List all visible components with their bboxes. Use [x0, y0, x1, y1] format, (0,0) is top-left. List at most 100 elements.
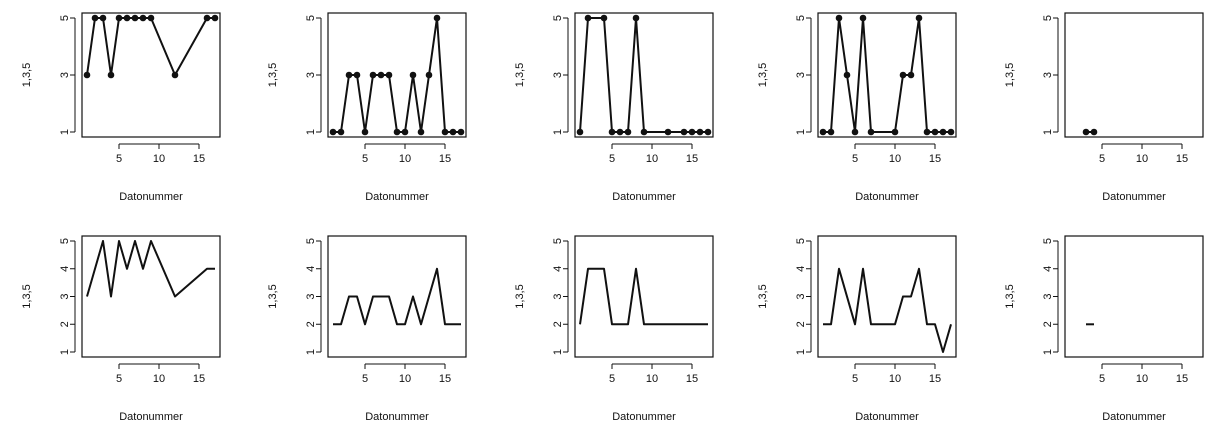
y-axis-label: 1,3,5 [514, 284, 526, 308]
x-tick-label: 5 [362, 373, 368, 385]
panel-4: 5 10 15 1 3 5 Datonummer 1,3,5 [757, 12, 957, 203]
plot-frame [817, 235, 957, 358]
y-axis-label: 1,3,5 [267, 63, 279, 87]
y-tick-label: 5 [305, 238, 317, 244]
y-axis-label: 1,3,5 [267, 284, 279, 308]
data-point [843, 71, 851, 79]
data-point [345, 71, 353, 79]
data-point [449, 128, 457, 136]
data-point [600, 14, 608, 22]
x-axis-label: Datonummer [1102, 411, 1166, 423]
y-tick-label: 5 [552, 15, 564, 21]
plot-frame [327, 235, 467, 358]
x-axis-label: Datonummer [119, 411, 183, 423]
plot-frame [81, 235, 221, 358]
x-tick-label: 15 [929, 373, 941, 385]
data-point [867, 128, 875, 136]
data-point [616, 128, 624, 136]
y-axis-label: 1,3,5 [514, 63, 526, 87]
x-tick-label: 10 [153, 153, 165, 165]
data-point [203, 14, 211, 22]
plot-frame [1064, 12, 1204, 138]
x-tick-label: 10 [399, 373, 411, 385]
data-point [640, 128, 648, 136]
y-tick-label: 3 [1042, 293, 1054, 299]
y-tick-label: 2 [59, 321, 71, 327]
panel-10: 5 10 15 1 2 3 4 5 Datonummer 1,3,5 [1004, 235, 1204, 423]
data-point [915, 14, 923, 22]
data-point [859, 14, 867, 22]
data-point [923, 128, 931, 136]
x-axis-label: Datonummer [612, 411, 676, 423]
y-tick-label: 1 [1042, 129, 1054, 135]
x-tick-label: 5 [852, 153, 858, 165]
y-tick-label: 1 [552, 129, 564, 135]
x-tick-label: 5 [362, 153, 368, 165]
data-point [401, 128, 409, 136]
data-point [337, 128, 345, 136]
data-point [696, 128, 704, 136]
y-tick-label: 3 [1042, 72, 1054, 78]
data-point [171, 71, 179, 79]
y-tick-label: 4 [59, 266, 71, 272]
data-point [425, 71, 433, 79]
data-point [907, 71, 915, 79]
x-tick-label: 15 [1176, 373, 1188, 385]
x-tick-label: 15 [686, 373, 698, 385]
panel-5: 5 10 15 1 3 5 Datonummer 1,3,5 [1004, 12, 1204, 203]
panel-7: 5 10 15 1 2 3 4 5 Datonummer 1,3,5 [267, 235, 467, 423]
x-tick-label: 15 [193, 153, 205, 165]
data-point [584, 14, 592, 22]
x-tick-label: 10 [1136, 373, 1148, 385]
data-point [99, 14, 107, 22]
data-point [417, 128, 425, 136]
data-point [385, 71, 393, 79]
plot-frame [817, 12, 957, 138]
y-axis-label: 1,3,5 [21, 284, 33, 308]
series-line [333, 267, 461, 326]
x-tick-label: 10 [153, 373, 165, 385]
y-tick-label: 5 [795, 15, 807, 21]
data-point [688, 128, 696, 136]
y-tick-label: 4 [795, 266, 807, 272]
x-axis-label: Datonummer [365, 191, 429, 203]
data-point [361, 128, 369, 136]
data-point [1090, 128, 1098, 136]
data-point [608, 128, 616, 136]
x-tick-label: 5 [116, 373, 122, 385]
y-axis-label: 1,3,5 [1004, 284, 1016, 308]
x-tick-label: 10 [646, 373, 658, 385]
x-tick-label: 15 [929, 153, 941, 165]
y-tick-label: 1 [305, 349, 317, 355]
y-tick-label: 3 [305, 72, 317, 78]
plot-frame [574, 235, 714, 358]
series-line [579, 267, 708, 326]
x-tick-label: 15 [686, 153, 698, 165]
data-point [131, 14, 139, 22]
data-point [353, 71, 361, 79]
plot-frame [1064, 235, 1204, 358]
y-tick-label: 5 [1042, 238, 1054, 244]
data-point [369, 71, 377, 79]
panel-3: 5 10 15 1 3 5 Datonummer 1,3,5 [514, 12, 714, 203]
data-point [393, 128, 401, 136]
plot-frame [574, 12, 714, 138]
x-tick-label: 15 [439, 153, 451, 165]
data-point [939, 128, 947, 136]
x-tick-label: 5 [609, 153, 615, 165]
panel-1: 5 10 15 1 3 5 Datonummer 1,3,5 [21, 12, 221, 203]
series-line [86, 17, 215, 76]
data-point [819, 128, 827, 136]
data-point [433, 14, 441, 22]
y-tick-label: 2 [305, 321, 317, 327]
x-axis-label: Datonummer [855, 191, 919, 203]
y-tick-label: 2 [552, 321, 564, 327]
data-point [211, 14, 219, 22]
x-tick-label: 15 [193, 373, 205, 385]
x-tick-label: 15 [1176, 153, 1188, 165]
y-tick-label: 5 [305, 15, 317, 21]
data-point [680, 128, 688, 136]
data-point [91, 14, 99, 22]
data-point [409, 71, 417, 79]
y-axis-label: 1,3,5 [757, 284, 769, 308]
